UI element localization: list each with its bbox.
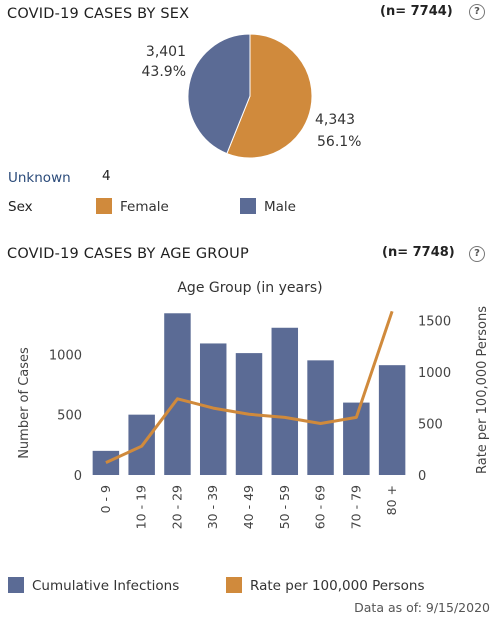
bar-50-59[interactable] (271, 327, 299, 475)
bar-0-9[interactable] (92, 450, 120, 475)
x-tick-label: 80 + (384, 485, 399, 515)
bar-20-29[interactable] (164, 313, 191, 475)
age-help-icon[interactable]: ? (469, 246, 485, 262)
x-tick-label: 70 - 79 (348, 485, 363, 529)
bars-legend-text: Cumulative Infections (32, 578, 180, 594)
sex-section-title: COVID-19 CASES BY SEX (7, 6, 190, 22)
y-axis-label: Number of Cases (17, 347, 32, 459)
sex-pie-chart (187, 33, 313, 159)
sex-help-icon[interactable]: ? (469, 4, 485, 20)
male-legend-swatch (240, 198, 256, 214)
y2-tick-label: 500 (418, 418, 443, 433)
female-legend-text: Female (120, 199, 169, 215)
age-section-title: COVID-19 CASES BY AGE GROUP (7, 246, 249, 262)
data-as-of-footer: Data as of: 9/15/2020 (354, 600, 490, 615)
bars-legend-swatch (8, 577, 24, 593)
y-tick-label: 0 (74, 469, 82, 484)
age-n-count: (n= 7748) (382, 245, 455, 260)
pie-slice-female[interactable] (226, 33, 313, 159)
rate-line[interactable] (105, 310, 394, 465)
x-tick-label: 0 - 9 (98, 485, 113, 513)
male-legend-text: Male (264, 199, 296, 215)
unknown-value: 4 (102, 168, 111, 184)
pie-slice-male[interactable] (187, 33, 251, 155)
bar-80plus[interactable] (378, 365, 406, 475)
line-legend-text: Rate per 100,000 Persons (250, 578, 425, 594)
y2-tick-label: 1500 (418, 315, 451, 330)
x-tick-label: 10 - 19 (134, 485, 149, 529)
x-tick-label: 30 - 39 (205, 485, 220, 529)
age-group-chart: Age Group (in years) Number of Cases Rat… (17, 280, 490, 529)
female-count-label: 4,343 (315, 112, 356, 128)
y2-axis-label: Rate per 100,000 Persons (475, 306, 490, 474)
unknown-label: Unknown (8, 170, 71, 186)
female-legend-swatch (96, 198, 112, 214)
line-legend-swatch (226, 577, 242, 593)
male-percent-label: 43.9% (141, 64, 186, 80)
sex-n-count: (n= 7744) (380, 4, 453, 19)
y-tick-label: 500 (57, 409, 82, 424)
x-tick-label: 40 - 49 (241, 485, 256, 529)
x-tick-label: 60 - 69 (313, 485, 328, 529)
y2-tick-label: 1000 (418, 366, 451, 381)
y2-tick-label: 0 (418, 469, 426, 484)
x-tick-label: 50 - 59 (277, 485, 292, 529)
female-percent-label: 56.1% (317, 134, 362, 150)
x-tick-label: 20 - 29 (169, 485, 184, 529)
age-chart-title: Age Group (in years) (177, 280, 322, 296)
sex-legend-label: Sex (8, 199, 33, 215)
y-tick-label: 1000 (49, 348, 82, 363)
male-count-label: 3,401 (145, 44, 186, 60)
bar-60-69[interactable] (307, 360, 334, 475)
